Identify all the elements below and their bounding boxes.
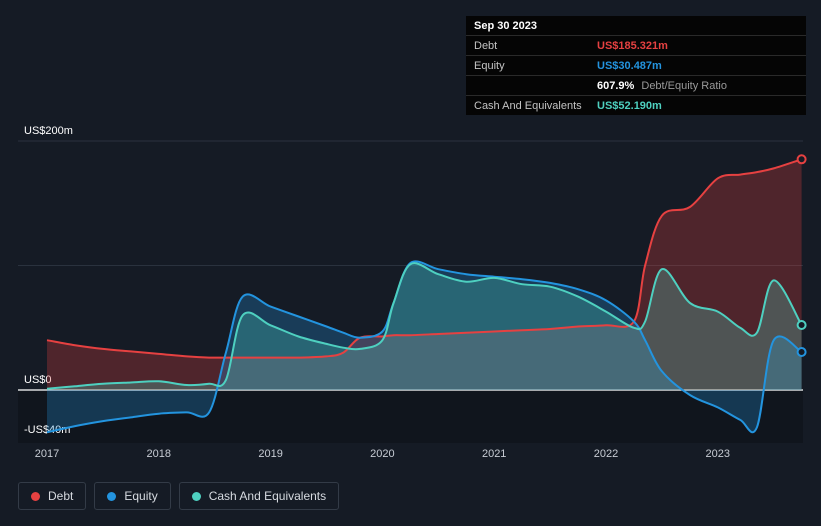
y-axis-label: US$0 [24,374,52,386]
series-line-1 [46,260,803,434]
legend-item-equity[interactable]: Equity [94,482,171,510]
series-end-marker-1 [796,347,807,357]
chart-canvas[interactable]: US$200m US$0 -US$40m 2017 2018 2019 2020 2021 20… [0,0,821,470]
x-axis-label: 2021 [482,448,506,460]
cash-series-dot [191,491,201,501]
equity-series-dot [107,491,117,501]
tooltip-cash-label: Cash And Equivalents [474,99,582,112]
tooltip-equity-label: Equity [474,59,505,72]
y-axis-label: US$200m [24,125,73,137]
x-axis-label: 2019 [258,448,282,460]
tooltip-equity-value: US$30.487m [597,59,662,72]
x-axis-label: 2018 [147,448,171,460]
series-line-2 [46,262,803,390]
x-axis-label: 2020 [370,448,394,460]
negative-region [18,391,803,443]
x-axis-label: 2017 [35,448,59,460]
legend-item-cash[interactable]: Cash And Equivalents [178,482,340,510]
series-line-0 [46,158,802,359]
x-axis-label: 2022 [594,448,618,460]
tooltip-ratio-value: 607.9% [597,79,635,92]
y-axis-label: -US$40m [24,424,70,436]
series-area-1 [47,261,802,433]
tooltip-ratio: 607.9% Debt/Equity Ratio [597,80,798,92]
legend-label-debt: Debt [48,489,74,503]
x-axis-label: 2023 [706,448,730,460]
debt-series-dot [31,491,40,501]
tooltip-cash-value: US$52.190m [597,99,662,112]
chart-legend: Debt Equity Cash And Equivalents [18,482,340,510]
chart-tooltip: Sep 30 2023 Debt US$185.321m Equity US$3… [466,16,806,115]
tooltip-debt-label: Debt [474,39,498,52]
tooltip-date: Sep 30 2023 [474,19,537,32]
series-area-0 [47,159,802,390]
tooltip-ratio-label: Debt/Equity Ratio [641,79,727,92]
tooltip-debt-value: US$185.321m [597,39,668,52]
legend-label-equity: Equity [124,489,158,503]
series-end-marker-0 [796,154,807,165]
series-end-marker-2 [796,320,807,330]
legend-item-debt[interactable]: Debt [18,482,87,510]
legend-label-cash: Cash And Equivalents [208,489,327,503]
